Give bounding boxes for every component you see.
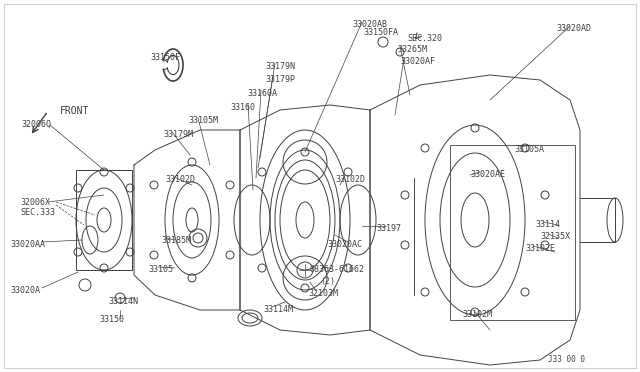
Text: 33160A: 33160A: [247, 89, 277, 98]
Text: 33102D: 33102D: [335, 175, 365, 184]
Text: 33160: 33160: [230, 103, 255, 112]
Text: 33197: 33197: [376, 224, 401, 233]
Text: 33185M: 33185M: [161, 236, 191, 245]
Text: 33150F: 33150F: [150, 53, 180, 62]
Text: 33179P: 33179P: [265, 75, 295, 84]
Text: 33179M: 33179M: [163, 130, 193, 139]
Text: 33114: 33114: [535, 220, 560, 229]
Text: 33020AB: 33020AB: [352, 20, 387, 29]
Text: 33105M: 33105M: [188, 116, 218, 125]
Text: 33020AF: 33020AF: [400, 57, 435, 66]
Text: 33114N: 33114N: [108, 297, 138, 306]
Text: (2): (2): [320, 277, 335, 286]
Text: 33102E: 33102E: [525, 244, 555, 253]
Text: J33 00 0: J33 00 0: [548, 355, 585, 364]
Text: SEC.333: SEC.333: [20, 208, 55, 217]
Text: 33020AD: 33020AD: [556, 24, 591, 33]
Text: 33179N: 33179N: [265, 62, 295, 71]
Text: 33265M: 33265M: [397, 45, 427, 54]
Text: 32135X: 32135X: [540, 232, 570, 241]
Bar: [450, 145, 575, 320]
Text: 33020AC: 33020AC: [327, 240, 362, 249]
Text: 33020A: 33020A: [10, 286, 40, 295]
Text: 33020AA: 33020AA: [10, 240, 45, 249]
Text: 32006X: 32006X: [20, 198, 50, 207]
Text: SEC.320: SEC.320: [407, 34, 442, 43]
Text: 33105: 33105: [148, 265, 173, 274]
Bar: [76, 170, 132, 270]
Text: 33102D: 33102D: [165, 175, 195, 184]
Text: 33114M: 33114M: [263, 305, 293, 314]
Text: 32006Q: 32006Q: [21, 120, 51, 129]
Text: 33150: 33150: [99, 315, 124, 324]
Text: 33102M: 33102M: [462, 310, 492, 319]
Text: 32103M: 32103M: [308, 289, 338, 298]
Text: 33105A: 33105A: [514, 145, 544, 154]
Text: FRONT: FRONT: [60, 106, 90, 116]
Text: 08363-61662: 08363-61662: [310, 265, 365, 274]
Text: 33150FA: 33150FA: [363, 28, 398, 37]
Text: 33020AE: 33020AE: [470, 170, 505, 179]
